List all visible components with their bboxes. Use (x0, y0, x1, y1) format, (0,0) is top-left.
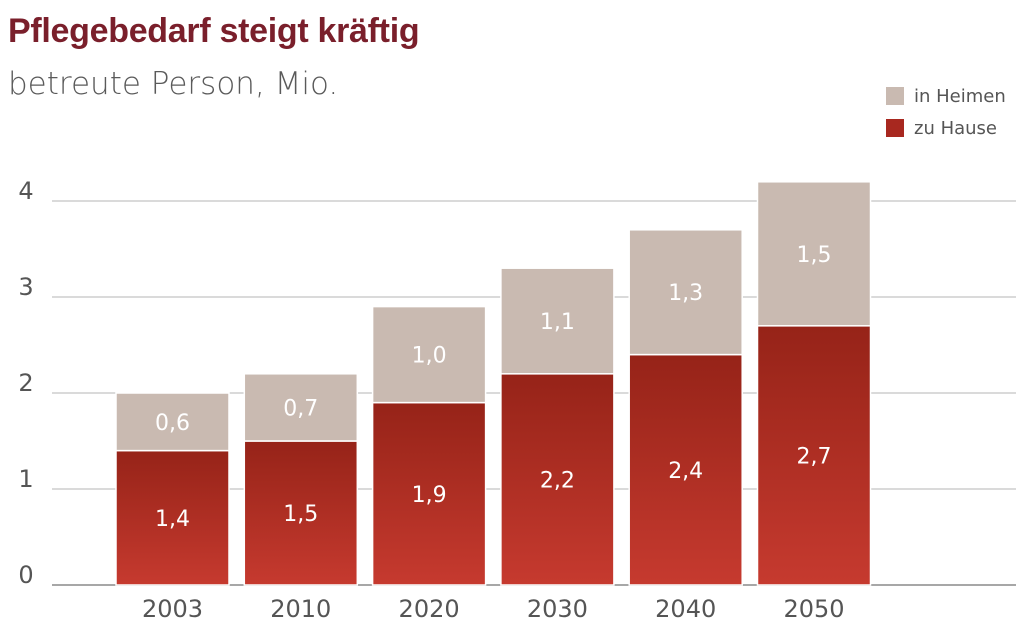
y-tick-label: 0 (18, 561, 33, 589)
bar-in-heimen (115, 392, 230, 452)
x-tick-label: 2040 (655, 595, 716, 623)
legend-label-in-heimen: in Heimen (914, 85, 1006, 107)
chart-title: Pflegebedarf steigt kräftig (8, 12, 420, 50)
data-label-in-heimen: 1,3 (668, 281, 703, 306)
data-label-in-heimen: 1,0 (412, 344, 447, 369)
y-tick-label: 2 (18, 369, 33, 397)
x-tick-label: 2020 (399, 595, 460, 623)
y-tick-label: 1 (18, 465, 33, 493)
legend: in Heimen zu Hause (886, 80, 1006, 144)
legend-item-zu-hause: zu Hause (886, 112, 1006, 144)
bar-zu-hause (756, 325, 872, 586)
bars: 1,4 0,6 1,5 0,7 1,9 1,0 2,2 1,1 2,4 1,3 2,7 1,5 (115, 181, 872, 586)
x-tick-label: 2030 (527, 595, 588, 623)
bar-zu-hause (243, 440, 359, 586)
bar-in-heimen (243, 373, 359, 442)
bar-in-heimen (756, 181, 872, 327)
data-label-zu-hause: 1,9 (412, 483, 447, 508)
x-tick-label: 2003 (142, 595, 203, 623)
y-tick-label: 3 (18, 273, 33, 301)
data-label-in-heimen: 0,7 (283, 396, 318, 421)
data-label-zu-hause: 2,7 (797, 444, 832, 469)
bar-zu-hause (115, 449, 230, 586)
bar-in-heimen (371, 305, 487, 404)
axis-labels: 0 1 2 3 4 2003 2010 2020 2030 2040 2050 (18, 177, 844, 623)
data-label-zu-hause: 1,5 (283, 502, 318, 527)
data-label-in-heimen: 1,1 (540, 310, 575, 335)
data-label-zu-hause: 2,4 (668, 459, 703, 484)
legend-swatch-zu-hause (886, 119, 904, 137)
data-label-in-heimen: 0,6 (155, 411, 190, 436)
data-label-in-heimen: 1,5 (797, 243, 832, 268)
legend-label-zu-hause: zu Hause (914, 117, 998, 139)
chart-subtitle: betreute Person, Mio. (8, 66, 339, 102)
bar-zu-hause (500, 373, 615, 586)
data-label-zu-hause: 2,2 (540, 468, 575, 493)
x-tick-label: 2010 (270, 595, 331, 623)
data-label-zu-hause: 1,4 (155, 507, 190, 532)
bar-in-heimen (500, 267, 615, 375)
y-tick-label: 4 (18, 177, 33, 205)
x-tick-label: 2050 (783, 595, 844, 623)
legend-swatch-in-heimen (886, 87, 904, 105)
bar-in-heimen (628, 229, 743, 356)
legend-item-in-heimen: in Heimen (886, 80, 1006, 112)
